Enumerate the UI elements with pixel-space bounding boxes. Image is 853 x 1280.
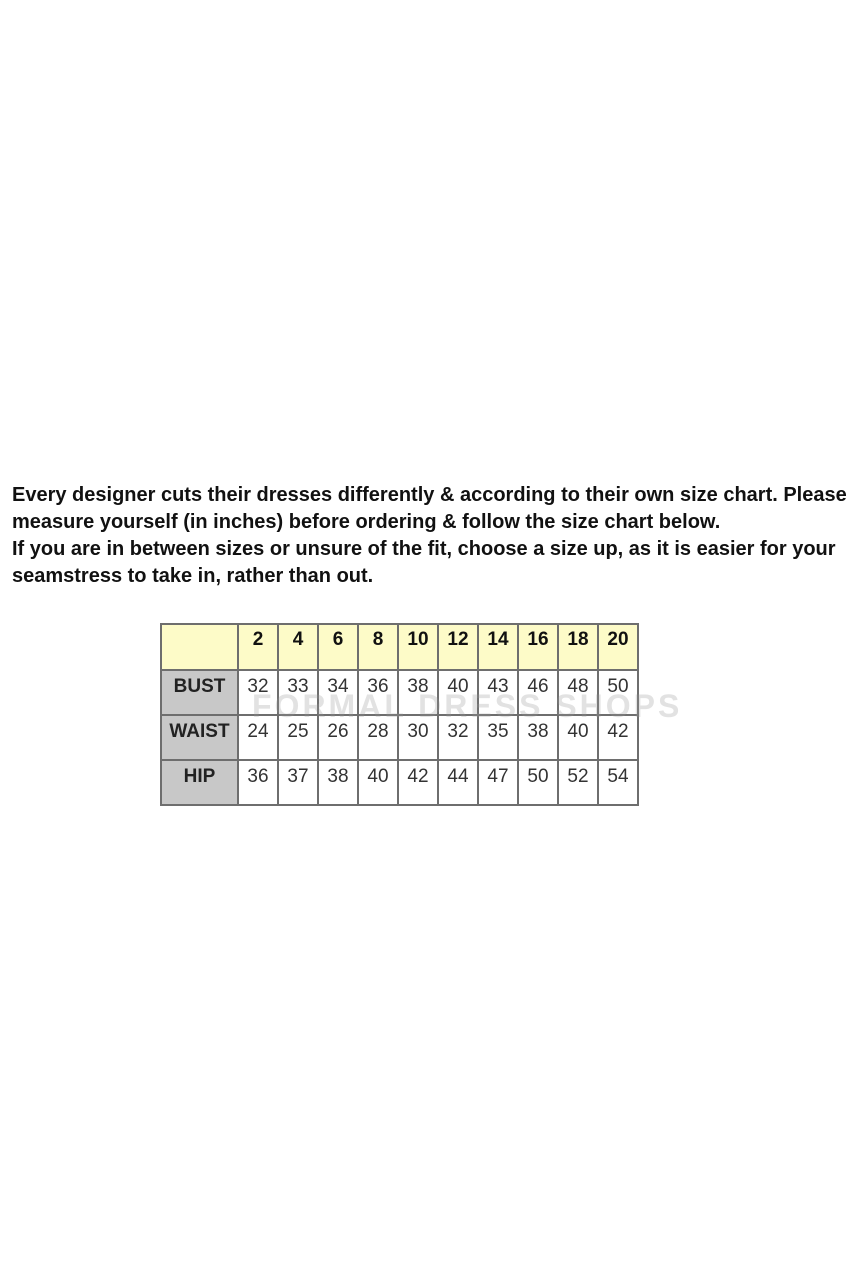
size-chart-table: 2 4 6 8 10 12 14 16 18 20 BUST 32 33 34 36 38 40 43 46 48 50… xyxy=(160,623,639,806)
measurement-cell: 38 xyxy=(317,759,359,806)
measurement-cell: 44 xyxy=(437,759,479,806)
measurement-cell: 35 xyxy=(477,714,519,761)
measurement-cell: 40 xyxy=(557,714,599,761)
measurement-cell: 48 xyxy=(557,669,599,716)
measurement-cell: 25 xyxy=(277,714,319,761)
measurement-cell: 52 xyxy=(557,759,599,806)
measurement-cell: 30 xyxy=(397,714,439,761)
measurement-cell: 42 xyxy=(597,714,639,761)
measurement-cell: 36 xyxy=(237,759,279,806)
size-header-cell: 20 xyxy=(597,623,639,671)
size-header-cell: 12 xyxy=(437,623,479,671)
measurement-cell: 47 xyxy=(477,759,519,806)
size-header-cell: 14 xyxy=(477,623,519,671)
size-header-cell: 10 xyxy=(397,623,439,671)
measurement-cell: 54 xyxy=(597,759,639,806)
corner-cell xyxy=(160,623,239,671)
table-row: HIP 36 37 38 40 42 44 47 50 52 54 xyxy=(160,759,639,806)
size-guide-intro: Every designer cuts their dresses differ… xyxy=(12,482,852,590)
measurement-label: BUST xyxy=(160,669,239,716)
measurement-label: WAIST xyxy=(160,714,239,761)
size-header-cell: 6 xyxy=(317,623,359,671)
measurement-cell: 32 xyxy=(437,714,479,761)
measurement-cell: 50 xyxy=(517,759,559,806)
table-row: BUST 32 33 34 36 38 40 43 46 48 50 xyxy=(160,669,639,716)
measurement-cell: 37 xyxy=(277,759,319,806)
measurement-cell: 40 xyxy=(357,759,399,806)
measurement-cell: 38 xyxy=(397,669,439,716)
measurement-cell: 33 xyxy=(277,669,319,716)
size-header-cell: 8 xyxy=(357,623,399,671)
table-row: WAIST 24 25 26 28 30 32 35 38 40 42 xyxy=(160,714,639,761)
measurement-cell: 26 xyxy=(317,714,359,761)
measurement-cell: 32 xyxy=(237,669,279,716)
measurement-cell: 40 xyxy=(437,669,479,716)
measurement-cell: 50 xyxy=(597,669,639,716)
size-header-cell: 2 xyxy=(237,623,279,671)
measurement-cell: 24 xyxy=(237,714,279,761)
measurement-label: HIP xyxy=(160,759,239,806)
measurement-cell: 46 xyxy=(517,669,559,716)
size-header-cell: 18 xyxy=(557,623,599,671)
measurement-cell: 34 xyxy=(317,669,359,716)
size-header-row: 2 4 6 8 10 12 14 16 18 20 xyxy=(160,623,639,671)
measurement-cell: 28 xyxy=(357,714,399,761)
measurement-cell: 38 xyxy=(517,714,559,761)
intro-paragraph: If you are in between sizes or unsure of… xyxy=(12,538,836,587)
measurement-cell: 36 xyxy=(357,669,399,716)
intro-paragraph: Every designer cuts their dresses differ… xyxy=(12,484,847,533)
size-header-cell: 16 xyxy=(517,623,559,671)
measurement-cell: 42 xyxy=(397,759,439,806)
size-header-cell: 4 xyxy=(277,623,319,671)
measurement-cell: 43 xyxy=(477,669,519,716)
